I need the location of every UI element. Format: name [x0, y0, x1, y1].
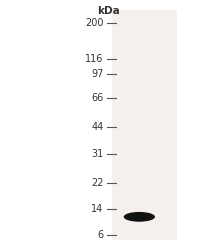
Text: 44: 44 — [91, 122, 104, 132]
Text: 31: 31 — [91, 149, 104, 159]
Text: 66: 66 — [91, 93, 104, 103]
Text: kDa: kDa — [97, 6, 119, 16]
Text: 200: 200 — [85, 18, 104, 28]
Text: 97: 97 — [91, 69, 104, 78]
Text: 14: 14 — [91, 205, 104, 214]
Ellipse shape — [124, 212, 155, 222]
Text: 6: 6 — [98, 230, 104, 240]
Text: 22: 22 — [91, 178, 104, 187]
Text: 116: 116 — [85, 54, 104, 64]
Bar — [112, 10, 177, 240]
